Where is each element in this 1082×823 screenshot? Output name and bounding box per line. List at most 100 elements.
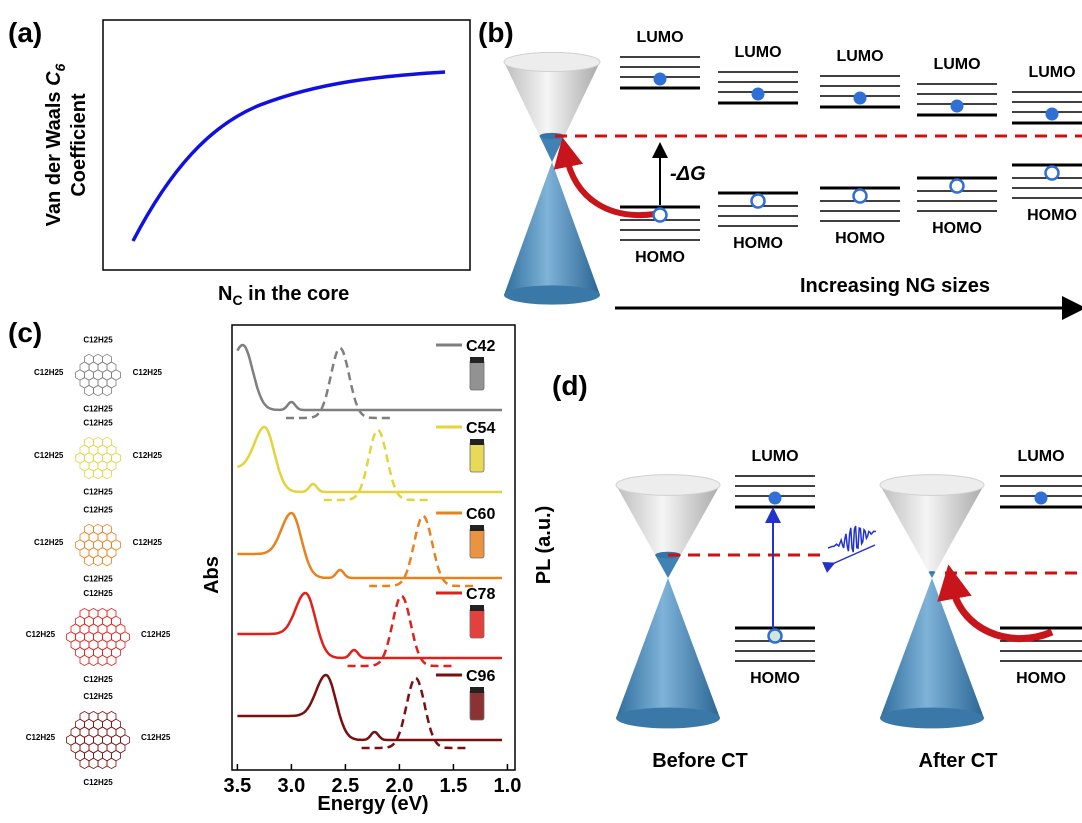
legend-label: C96 [466,668,495,685]
cones [616,475,984,729]
hole [752,195,765,208]
spectra: 3.53.02.52.01.51.0C42C54C60C78C96 [223,338,521,797]
substituent: C12H25 [83,675,113,684]
legend-label: C54 [466,420,495,437]
cone-bottom [616,708,720,729]
y-label-symbol: C [43,71,65,86]
plot-frame [103,20,470,270]
substituent: C12H25 [83,778,113,787]
cone-upper [880,485,984,578]
substituent: C12H25 [34,368,64,377]
substituent: C12H25 [83,575,113,584]
hole [769,630,782,643]
homo-label: HOMO [733,235,783,252]
substituent: C12H25 [133,538,163,547]
cone-top [880,475,984,496]
substituent: C12H25 [34,451,64,460]
homo-label: HOMO [635,249,685,266]
vial-cap [470,605,484,611]
panel-label: (a) [8,17,42,48]
vial [470,608,484,638]
abs-curve [237,345,502,410]
abs-curve [237,427,502,492]
substituent: C12H25 [26,630,56,639]
electron [1035,492,1048,505]
homo-label: HOMO [1016,670,1066,687]
legend-label: C42 [466,338,495,355]
cone-lower [880,578,984,718]
x-axis-label: NC in the core [218,283,349,308]
pl-curve [369,516,477,586]
substituent: C12H25 [26,733,56,742]
panel-label: (b) [478,17,514,48]
hole [951,180,964,193]
lumo-label: LUMO [836,48,883,65]
cone-bottom [880,708,984,729]
substituent: C12H25 [141,733,171,742]
x-label-main: N [218,283,232,305]
vial [470,690,484,720]
before-label: Before CT [652,750,748,772]
x-tick-label: 3.5 [223,775,251,797]
hole [1046,167,1059,180]
delta-g: -ΔG [670,163,706,185]
vial [470,360,484,390]
trend-curve [133,72,445,241]
fermi-surface [929,571,936,573]
x-axis-label: Energy (eV) [317,793,428,815]
substituent: C12H25 [34,538,64,547]
x-label-rest: in the core [243,283,350,305]
ring [112,540,121,550]
substituent: C12H25 [83,692,113,701]
hole [854,190,867,203]
panel-label: (d) [552,370,588,401]
molecule: C12H25 C12H25 C12H25 C12H25 [34,505,163,583]
trend-label: Increasing NG sizes [800,275,990,297]
x-tick-label: 1.5 [440,775,468,797]
legend-label: C78 [466,586,495,603]
y2-axis-label: PL (a.u.) [533,506,555,585]
ring [121,735,130,745]
substituent: C12H25 [83,488,113,497]
lumo-label: LUMO [1017,448,1064,465]
substituent: C12H25 [83,418,113,427]
cones [504,52,600,304]
x-tick-label: 1.0 [494,775,522,797]
vial [470,528,484,558]
vial-cap [470,525,484,531]
cone-bottom [504,285,600,304]
molecule: C12H25 C12H25 C12H25 C12H25 [26,692,171,787]
pl-curve [362,678,470,748]
lumo-label: LUMO [734,44,781,61]
y-axis-label: Van der Waals C6 [43,63,68,226]
substituent: C12H25 [83,335,113,344]
y-axis-label: Abs [201,556,223,594]
y-axis-label-2: Coefficient [68,93,90,197]
lumo-label: LUMO [933,56,980,73]
substituent: C12H25 [83,505,113,514]
substituent: C12H25 [133,451,163,460]
vial-cap [470,439,484,445]
substituent: C12H25 [83,405,113,414]
filled-states [540,136,565,162]
molecule: C12H25C12H25C12H25C12H25 [26,589,171,684]
homo-label: HOMO [932,220,982,237]
panel-label: (c) [8,317,42,348]
cone-top [504,52,600,71]
electron [951,100,964,113]
molecule: C12H25 C12H25 C12H25 C12H25 [34,418,163,496]
homo-label: HOMO [750,670,800,687]
ring [121,632,130,642]
transfer-arrow [952,585,1052,639]
electron [1046,108,1059,121]
lumo-label: LUMO [636,29,683,46]
substituent: C12H25 [83,589,113,598]
figure: (a) Van der Waals C6 Coefficient NC in t… [0,0,1082,823]
vial [470,442,484,472]
pl-curve [286,348,394,418]
lumo-label: LUMO [751,448,798,465]
electron [654,73,667,86]
